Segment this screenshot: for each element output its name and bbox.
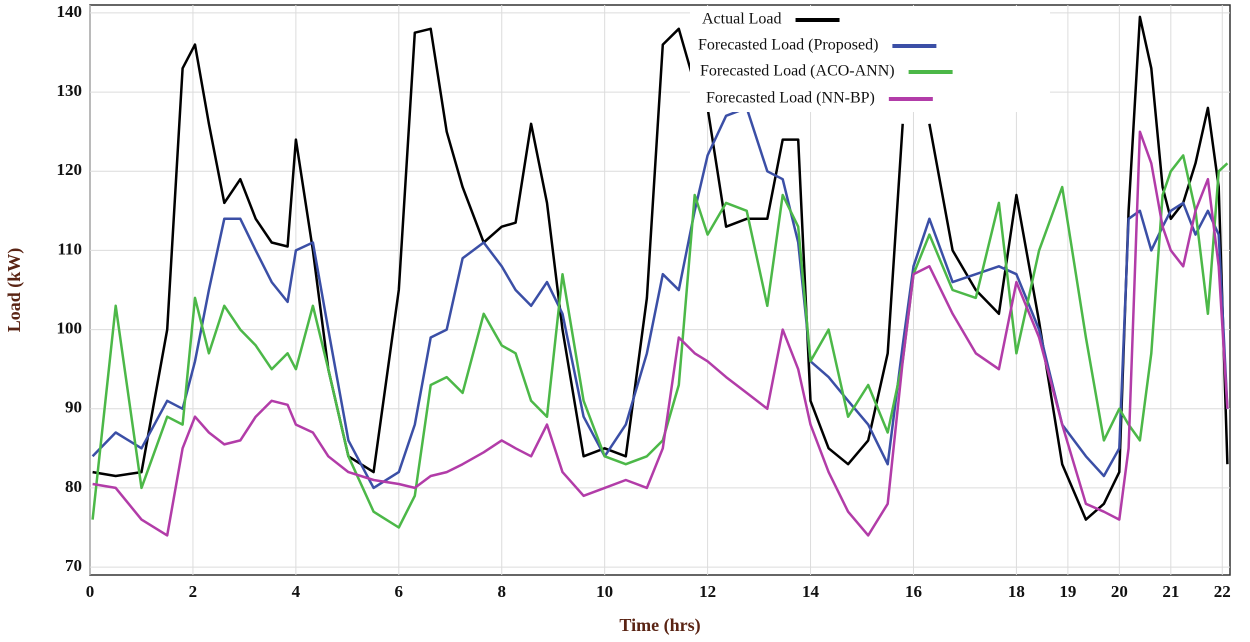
y-tick-label: 90 <box>65 398 82 417</box>
y-axis-title: Load (kW) <box>4 248 25 333</box>
x-tick-label: 2 <box>189 582 198 601</box>
y-tick-label: 130 <box>57 81 83 100</box>
legend-label: Actual Load <box>702 11 782 28</box>
x-tick-label: 21 <box>1162 582 1179 601</box>
x-tick-label: 14 <box>802 582 820 601</box>
legend-box <box>690 6 1050 112</box>
series-line <box>92 130 1229 537</box>
y-tick-label: 120 <box>57 160 83 179</box>
x-tick-label: 16 <box>905 582 922 601</box>
x-tick-label: 6 <box>395 582 404 601</box>
legend-label: Forecasted Load (Proposed) <box>698 37 878 54</box>
x-tick-label: 8 <box>497 582 506 601</box>
y-tick-label: 80 <box>65 477 82 496</box>
y-tick-label: 110 <box>57 239 82 258</box>
y-tick-label: 100 <box>57 318 83 337</box>
x-tick-label: 20 <box>1111 582 1128 601</box>
x-tick-label: 18 <box>1008 582 1025 601</box>
series-line <box>91 154 1229 529</box>
x-tick-label: 10 <box>596 582 613 601</box>
x-tick-label: 12 <box>699 582 716 601</box>
legend-label: Forecasted Load (NN-BP) <box>706 90 875 107</box>
x-tick-label: 0 <box>86 582 95 601</box>
legend-label: Forecasted Load (ACO-ANN) <box>700 63 895 80</box>
y-tick-label: 70 <box>65 556 82 575</box>
y-tick-label: 140 <box>57 2 83 21</box>
x-axis-title: Time (hrs) <box>619 615 700 636</box>
x-tick-label: 22 <box>1214 582 1231 601</box>
x-tick-label: 4 <box>292 582 301 601</box>
x-tick-label: 19 <box>1059 582 1076 601</box>
series-line <box>91 106 1229 490</box>
